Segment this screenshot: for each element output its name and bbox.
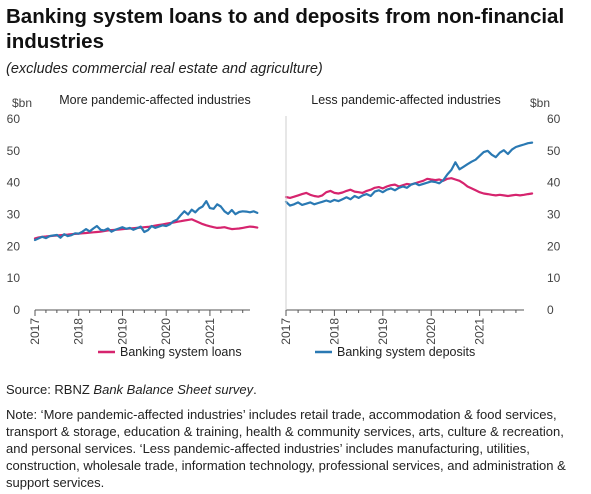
y-tick-label-right: 0 (547, 303, 554, 317)
right-x-tick-label: 2020 (424, 318, 438, 345)
y-tick-label-right: 20 (547, 239, 561, 253)
source-line: Source: RBNZ Bank Balance Sheet survey. (6, 382, 257, 397)
legend-label-loans: Banking system loans (120, 345, 242, 359)
right-panel-label: Less pandemic-affected industries (311, 93, 500, 107)
y-tick-label-left: 30 (7, 208, 21, 222)
x-tick-labels: 2017 2018 2019 2020 2021 2017 2018 2019 2020 2021 (28, 318, 487, 345)
legend: Banking system loans Banking system depo… (98, 345, 475, 359)
right-series-line-deposits (284, 141, 534, 207)
left-y-axis-unit: $bn (12, 96, 32, 110)
right-x-tick-label: 2021 (473, 318, 487, 345)
right-x-tick-label: 2017 (279, 318, 293, 345)
right-x-tick-label: 2018 (327, 318, 341, 345)
right-panel-plot (284, 141, 534, 316)
chart-title: Banking system loans to and deposits fro… (6, 5, 565, 53)
footnote: Note: ‘More pandemic-affected industries… (6, 407, 566, 490)
y-tick-label-right: 30 (547, 208, 561, 222)
right-series-line-loans (284, 177, 534, 200)
y-tick-label-right: 10 (547, 271, 561, 285)
y-tick-label-right: 40 (547, 176, 561, 190)
chart-area: $bn $bn More pandemic-affected industrie… (7, 93, 561, 359)
left-panel-label: More pandemic-affected industries (59, 93, 251, 107)
left-x-tick-label: 2018 (72, 318, 86, 345)
right-y-axis-unit: $bn (530, 96, 550, 110)
left-x-tick-label: 2021 (203, 318, 217, 345)
left-series-line-deposits (33, 199, 259, 242)
left-panel-plot (33, 199, 259, 316)
right-x-tick-label: 2019 (376, 318, 390, 345)
y-tick-label-right: 50 (547, 144, 561, 158)
source-italic: Bank Balance Sheet survey (93, 382, 254, 397)
source-prefix: Source: RBNZ (6, 382, 94, 397)
left-x-tick-label: 2020 (159, 318, 173, 345)
y-tick-label-left: 0 (13, 303, 20, 317)
y-tick-label-left: 50 (7, 144, 21, 158)
y-tick-label-left: 60 (7, 112, 21, 126)
left-x-tick-label: 2017 (28, 318, 42, 345)
source-suffix: . (253, 382, 257, 397)
y-tick-label-right: 60 (547, 112, 561, 126)
chart-subtitle: (excludes commercial real estate and agr… (6, 61, 323, 77)
legend-label-deposits: Banking system deposits (337, 345, 475, 359)
y-tick-label-left: 40 (7, 176, 21, 190)
y-tick-label-left: 20 (7, 239, 21, 253)
y-tick-label-left: 10 (7, 271, 21, 285)
y-tick-labels: 0 0 10 10 20 20 30 30 40 40 50 50 60 60 (7, 112, 561, 317)
left-x-tick-label: 2019 (115, 318, 129, 345)
